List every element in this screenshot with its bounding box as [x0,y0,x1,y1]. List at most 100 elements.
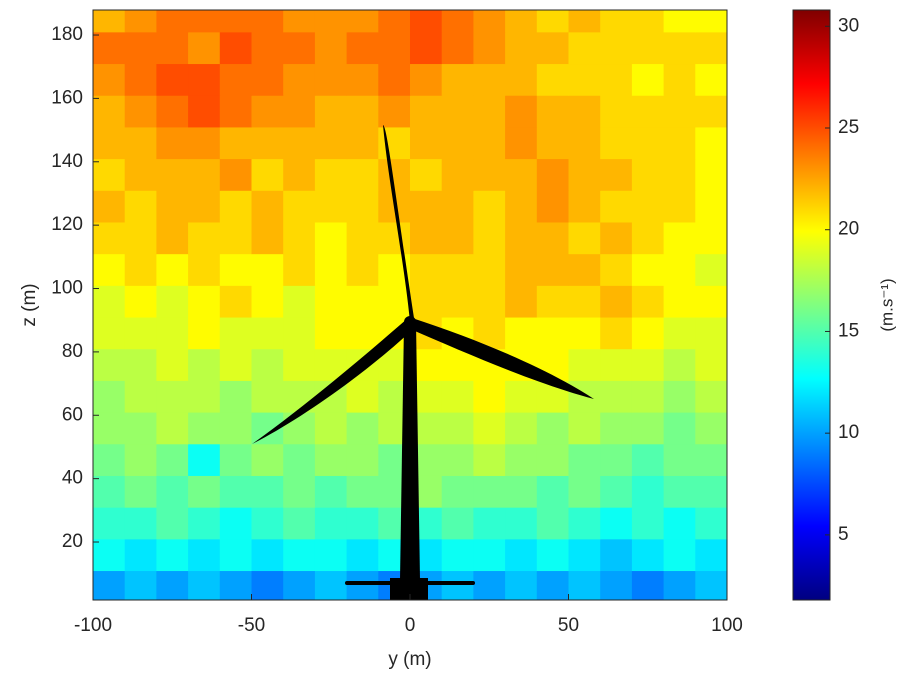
heat-cell [314,126,348,160]
heat-cell [536,317,569,350]
heat-cell [314,253,348,286]
heat-cell [93,475,126,508]
heat-cell [251,507,284,540]
heat-cell [283,10,316,33]
heat-cell [219,348,252,381]
heat-cell [631,31,665,65]
heat-cell [251,443,284,476]
heat-cell [663,507,696,540]
heat-cell [568,10,601,33]
x-tick-label: 100 [711,615,743,636]
heat-cell [124,63,157,96]
heat-cell [663,285,696,318]
heat-cell [346,475,379,508]
heat-cell [410,126,443,160]
heat-cell [156,317,189,350]
heat-cell [695,221,727,255]
heat-cell [93,348,126,381]
heat-cell [473,31,506,65]
heat-cell [219,285,252,318]
heat-cell [410,10,443,33]
heat-cell [631,158,665,191]
heat-cell [568,380,601,413]
heat-cell [600,158,633,191]
heat-cell [695,253,727,286]
heat-cell [188,126,221,160]
heat-cell [695,380,727,413]
heat-cell [156,253,189,286]
heat-cell [251,380,284,413]
heat-cell [568,443,601,476]
heat-cell [124,348,157,381]
heat-cell [536,126,569,160]
y-tick-label: 60 [62,404,83,425]
heat-cell [600,380,633,413]
heat-cell [695,10,727,33]
heat-cell [156,158,189,191]
heat-cell [314,95,348,128]
heat-cell [695,538,727,572]
heat-cell [93,190,126,223]
heat-cell [536,31,569,65]
heat-cell [314,538,348,572]
heat-cell [156,475,189,508]
heat-cell [441,63,474,96]
heat-cell [283,31,316,65]
heat-cell [663,538,696,572]
heat-cell [188,317,221,350]
heat-cell [346,570,379,600]
heat-cell [188,158,221,191]
heat-cell [505,158,538,191]
heat-cell [188,63,221,96]
heat-cell [473,538,506,572]
heat-cell [663,10,696,33]
heat-cell [283,158,316,191]
heat-cell [219,507,252,540]
colorbar-tick-label: 25 [838,117,859,138]
heat-cell [378,31,411,65]
heat-cell [441,538,474,572]
heat-cell [93,380,126,413]
heat-cell [600,31,633,65]
heat-cell [219,538,252,572]
heat-cell [536,95,569,128]
heat-cell [93,538,126,572]
heat-cell [631,570,665,600]
heat-cell [695,190,727,223]
heat-cell [441,443,474,476]
heat-cell [663,412,696,445]
heat-cell [93,126,126,160]
heat-cell [600,221,633,255]
x-tick-label: -100 [74,615,112,636]
heat-cell [473,253,506,286]
heat-cell [600,507,633,540]
heat-cell [695,158,727,191]
heat-cell [124,158,157,191]
heat-cell [156,221,189,255]
heat-cell [663,31,696,65]
heat-cell [695,126,727,160]
heat-cell [568,158,601,191]
heat-cell [695,317,727,350]
heat-cell [568,507,601,540]
x-tick-label: -50 [238,615,265,636]
heat-cell [631,443,665,476]
heat-cell [441,285,474,318]
heat-cell [505,63,538,96]
heat-cell [251,348,284,381]
heat-cell [346,190,379,223]
heat-cell [378,285,411,318]
heat-cell [536,285,569,318]
y-tick-label: 40 [62,468,83,489]
colorbar [792,9,831,601]
heat-cell [631,221,665,255]
heat-cell [188,348,221,381]
heat-cell [314,285,348,318]
heat-cell [283,285,316,318]
heat-cell [346,126,379,160]
heat-cell [600,443,633,476]
heat-cell [93,285,126,318]
x-tick-label: 0 [405,615,416,636]
heat-cell [568,570,601,600]
heat-cell [314,570,348,600]
